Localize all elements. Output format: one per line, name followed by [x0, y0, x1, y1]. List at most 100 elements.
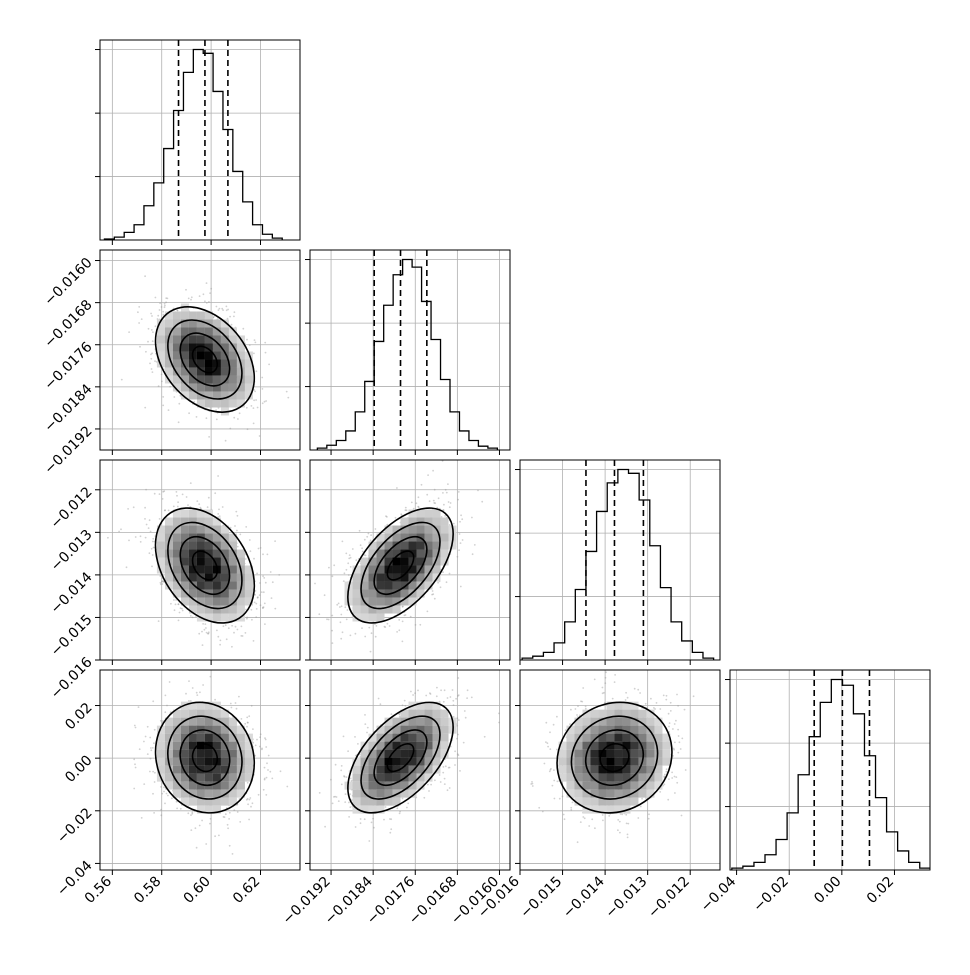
scatter-point — [267, 769, 269, 771]
scatter-point — [190, 700, 192, 702]
scatter-point — [176, 808, 178, 810]
scatter-point — [225, 813, 227, 815]
scatter-point — [169, 386, 171, 388]
scatter-point — [342, 541, 344, 543]
scatter-point — [138, 322, 140, 324]
scatter-point — [145, 351, 147, 353]
scatter-point — [157, 315, 159, 317]
scatter-point — [154, 781, 156, 783]
scatter-point — [253, 399, 255, 401]
scatter-point — [225, 624, 227, 626]
scatter-point — [162, 396, 164, 398]
scatter-point — [121, 379, 123, 381]
scatter-point — [416, 502, 418, 504]
scatter-point — [145, 489, 147, 491]
scatter-point — [195, 827, 197, 829]
scatter-point — [144, 407, 146, 409]
density-cell — [189, 582, 197, 590]
scatter-point — [415, 624, 417, 626]
scatter-point — [398, 619, 400, 621]
scatter-point — [220, 640, 222, 642]
scatter-point — [165, 695, 167, 697]
density-cell — [361, 614, 369, 622]
density-cell — [229, 582, 237, 590]
histogram-step-0 — [104, 50, 282, 240]
scatter-point — [237, 418, 239, 420]
scatter-point — [241, 626, 243, 628]
scatter-point — [477, 490, 479, 492]
scatter-point — [253, 558, 255, 560]
scatter-point — [151, 329, 153, 331]
scatter-point — [264, 401, 266, 403]
density-cell — [353, 598, 361, 606]
scatter-point — [208, 497, 210, 499]
scatter-point — [133, 759, 135, 761]
scatter-point — [432, 470, 434, 472]
scatter-point — [318, 613, 320, 615]
scatter-point — [162, 498, 164, 500]
scatter-point — [362, 551, 364, 553]
scatter-point — [235, 511, 237, 513]
scatter-point — [167, 298, 169, 300]
density-cell — [393, 566, 401, 574]
scatter-point — [233, 417, 235, 419]
scatter-point — [245, 558, 247, 560]
scatter-point — [188, 298, 190, 300]
scatter-point — [174, 609, 176, 611]
scatter-point — [389, 625, 391, 627]
density-cells — [157, 702, 253, 814]
scatter-point — [264, 342, 266, 344]
scatter-point — [200, 507, 202, 509]
panel-content — [107, 475, 280, 648]
scatter-point — [251, 405, 253, 407]
density-cell — [221, 574, 229, 582]
scatter-point — [263, 789, 265, 791]
scatter-point — [149, 737, 151, 739]
scatter-point — [433, 500, 435, 502]
scatter-point — [137, 311, 139, 313]
scatter-point — [149, 519, 151, 521]
scatter-point — [154, 729, 156, 731]
scatter-point — [227, 827, 229, 829]
scatter-point — [191, 296, 193, 298]
scatter-point — [355, 559, 357, 561]
scatter-point — [359, 530, 361, 532]
scatter-point — [247, 722, 249, 724]
scatter-point — [249, 344, 251, 346]
scatter-point — [267, 554, 269, 556]
scatter-point — [344, 572, 346, 574]
scatter-point — [370, 534, 372, 536]
scatter-point — [248, 715, 250, 717]
scatter-point — [459, 533, 461, 535]
scatter-point — [205, 627, 207, 629]
density-cell — [189, 542, 197, 550]
scatter-point — [265, 746, 267, 748]
scatter-point — [161, 793, 163, 795]
histogram-step-2 — [522, 470, 713, 660]
density-cell — [197, 335, 205, 343]
scatter-point — [185, 693, 187, 695]
density-cell — [353, 574, 361, 582]
density-cell — [393, 582, 401, 590]
scatter-point — [216, 419, 218, 421]
scatter-point — [209, 823, 211, 825]
density-cell — [189, 798, 197, 806]
density-cell — [245, 383, 253, 391]
scatter-point — [256, 370, 258, 372]
scatter-point — [223, 816, 225, 818]
scatter-point — [208, 301, 210, 303]
density-cell — [165, 726, 173, 734]
scatter-point — [266, 762, 268, 764]
scatter-point — [336, 604, 338, 606]
scatter-point — [457, 499, 459, 501]
density-cell — [205, 518, 213, 526]
density-cell — [181, 550, 189, 558]
scatter-point — [139, 346, 141, 348]
density-cell — [221, 367, 229, 375]
scatter-point — [148, 328, 150, 330]
scatter-point — [218, 835, 220, 837]
scatter-point — [226, 638, 228, 640]
scatter-point — [271, 597, 273, 599]
density-cell — [181, 726, 189, 734]
scatter-point — [238, 696, 240, 698]
